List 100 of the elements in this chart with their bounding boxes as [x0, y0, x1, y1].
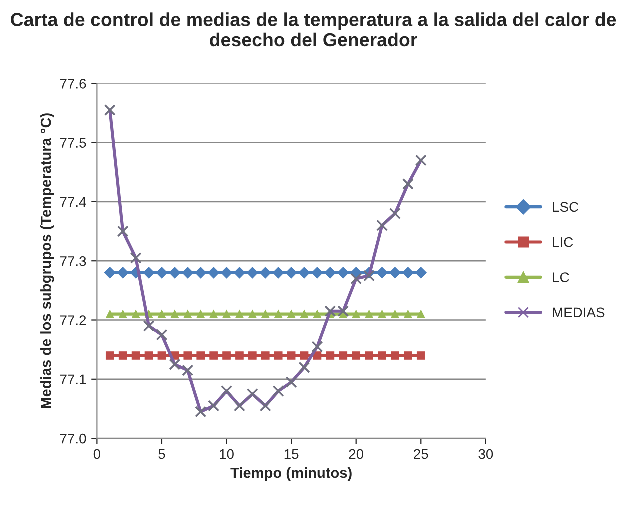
point	[130, 252, 142, 264]
point	[300, 352, 309, 360]
point	[391, 352, 400, 360]
point	[260, 267, 272, 279]
point	[352, 352, 361, 360]
legend-label: LIC	[553, 237, 574, 248]
point	[350, 273, 362, 285]
point	[184, 310, 192, 319]
x-tick-label: 5	[158, 449, 166, 460]
point	[221, 385, 233, 397]
point	[208, 267, 220, 279]
y-tick-label: 77.5	[60, 138, 86, 148]
point	[158, 352, 166, 360]
point	[246, 388, 258, 400]
point	[313, 310, 322, 319]
point	[261, 352, 270, 360]
point	[416, 352, 426, 360]
chart-title: Carta de control de medias de la temperatura a la salida del calor de desecho del Generador	[11, 12, 616, 47]
legend-label: LC	[553, 272, 570, 282]
point	[169, 358, 181, 370]
y-tick-label: 77.2	[60, 316, 86, 326]
y-axis-title: Medias de los subgrupos (Temperatura °C)	[40, 114, 54, 408]
point	[236, 352, 244, 360]
point	[300, 310, 309, 319]
point	[365, 310, 374, 319]
point	[246, 267, 258, 279]
point	[286, 267, 298, 279]
point	[117, 267, 129, 279]
point	[404, 352, 412, 360]
point	[222, 310, 231, 319]
point	[184, 352, 192, 360]
point	[234, 400, 246, 412]
point	[312, 341, 324, 353]
point	[222, 352, 231, 360]
point	[339, 352, 348, 360]
point	[365, 352, 374, 360]
point	[236, 310, 244, 319]
point	[415, 267, 427, 279]
point	[132, 310, 140, 319]
point	[248, 352, 257, 360]
point	[234, 267, 246, 279]
point	[156, 329, 168, 341]
point	[376, 267, 388, 279]
x-tick-label: 30	[478, 449, 494, 460]
point	[158, 310, 166, 319]
point	[210, 352, 218, 360]
x-tick-label: 20	[349, 449, 364, 460]
y-tick-label: 77.0	[60, 434, 86, 444]
point	[104, 104, 116, 116]
point	[196, 310, 206, 319]
x-tick-label: 15	[284, 449, 299, 460]
y-tick-label: 77.6	[60, 78, 86, 89]
point	[404, 310, 412, 319]
y-tick-label: 77.4	[60, 197, 86, 207]
point	[182, 364, 194, 376]
point	[298, 362, 310, 374]
x-tick-label: 0	[94, 449, 101, 460]
point	[260, 400, 272, 412]
legend-label: LSC	[553, 202, 579, 212]
point	[117, 226, 129, 238]
point	[104, 267, 116, 279]
point	[415, 154, 427, 166]
point	[195, 267, 207, 279]
point	[402, 178, 414, 190]
point	[287, 310, 296, 319]
point	[402, 267, 414, 279]
x-tick-label: 25	[414, 449, 428, 460]
point	[195, 406, 207, 418]
point	[143, 320, 155, 332]
point	[274, 310, 283, 319]
point	[248, 310, 257, 319]
legend-label: MEDIAS	[553, 308, 605, 318]
point	[106, 310, 114, 319]
point	[298, 267, 310, 279]
point	[196, 352, 206, 360]
point	[261, 310, 270, 319]
point	[352, 310, 361, 319]
point	[118, 352, 128, 360]
x-axis-title: Tiempo (minutos)	[230, 467, 352, 482]
point	[272, 385, 284, 397]
point	[169, 267, 181, 279]
point	[221, 267, 233, 279]
point	[416, 310, 426, 319]
point	[144, 352, 154, 360]
point	[378, 310, 386, 319]
point	[326, 352, 335, 360]
point	[272, 267, 284, 279]
point	[378, 352, 386, 360]
point	[156, 267, 168, 279]
point	[106, 352, 114, 360]
point	[274, 352, 283, 360]
point	[312, 267, 324, 279]
point	[170, 310, 180, 319]
point	[286, 376, 298, 388]
point	[143, 267, 155, 279]
point	[376, 220, 388, 232]
y-tick-label: 77.3	[60, 256, 86, 266]
point	[208, 400, 220, 412]
point	[389, 267, 401, 279]
point	[210, 310, 218, 319]
